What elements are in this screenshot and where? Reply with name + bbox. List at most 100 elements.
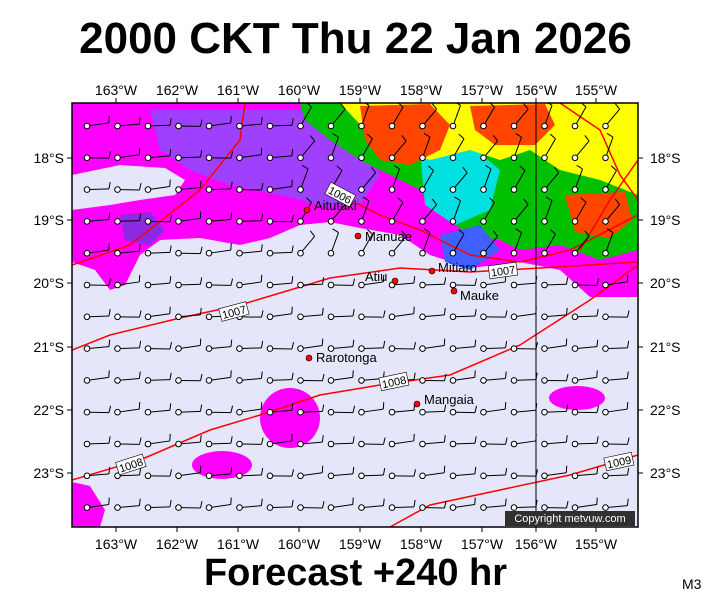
wind-barb — [327, 436, 355, 448]
wind-barb — [175, 150, 203, 162]
rain-blob-4 — [72, 482, 105, 527]
island-aitutaki — [303, 206, 311, 214]
wind-barb — [541, 404, 569, 416]
wind-barb — [175, 501, 203, 511]
wind-barb — [114, 468, 142, 480]
wind-barb — [571, 436, 599, 448]
wind-barb — [602, 437, 630, 448]
wind-barb — [83, 115, 110, 130]
place-label-mitiaro: Mitiaro — [438, 260, 477, 275]
wind-barb — [83, 370, 110, 384]
wind-barb — [114, 310, 142, 321]
wind-barb — [297, 164, 309, 193]
lat-label-right: 20°S — [650, 275, 681, 291]
lat-label-right: 19°S — [650, 212, 681, 228]
wind-barb — [510, 433, 537, 448]
wind-barb — [388, 135, 407, 162]
wind-barb — [510, 342, 539, 352]
wind-barb — [266, 306, 293, 321]
wind-barb — [297, 435, 324, 448]
wind-barb — [236, 498, 263, 511]
lat-label-right: 21°S — [650, 339, 681, 355]
wind-barb — [480, 197, 495, 225]
wind-barb — [114, 437, 142, 448]
wind-barb — [602, 133, 614, 162]
lat-label-left: 21°S — [33, 339, 64, 355]
wind-barb — [114, 274, 141, 289]
lat-label-right: 22°S — [650, 402, 681, 418]
wind-barb — [175, 277, 203, 289]
wind-barb — [449, 133, 465, 162]
wind-barb — [205, 405, 234, 416]
wind-barb — [144, 403, 172, 416]
wind-barb — [236, 117, 263, 130]
wind-barb — [144, 245, 172, 257]
wind-barb — [388, 164, 400, 193]
island-rarotonga — [305, 354, 313, 362]
wind-barb — [266, 276, 294, 289]
wind-barb — [83, 497, 110, 511]
wind-barb — [236, 244, 263, 257]
wind-barb — [358, 340, 386, 352]
wind-barb — [480, 230, 499, 257]
wind-barb — [419, 228, 431, 257]
wind-barb — [449, 436, 477, 448]
rain-region-cyan — [420, 145, 500, 225]
wind-barb — [358, 498, 385, 511]
lon-label-bottom: 155°W — [575, 536, 618, 552]
wind-barb — [602, 402, 629, 416]
wind-barb — [510, 228, 522, 257]
map-title: 2000 CKT Thu 22 Jan 2026 — [79, 14, 632, 63]
wind-barb — [388, 433, 415, 448]
wind-barb — [144, 276, 172, 289]
wind-barb — [510, 165, 526, 193]
wind-barb — [480, 371, 507, 384]
lon-label-top: 155°W — [575, 82, 618, 98]
isobar-label-1007-east: 1007 — [490, 264, 516, 279]
wind-barb — [144, 372, 172, 384]
wind-barb — [114, 498, 141, 511]
wind-barb — [144, 469, 173, 480]
wind-barb — [327, 405, 356, 416]
wind-barb — [571, 309, 599, 321]
wind-barb — [144, 499, 172, 511]
wind-barb — [602, 468, 630, 480]
model-code: M3 — [682, 576, 702, 592]
rain-region-blue — [440, 225, 500, 270]
wind-barb — [541, 166, 560, 193]
wind-barb — [205, 115, 232, 130]
wind-barb — [205, 181, 233, 193]
wind-barb — [114, 402, 141, 416]
wind-barb — [266, 499, 294, 511]
place-label-rarotonga: Rarotonga — [316, 350, 377, 365]
wind-barb — [236, 213, 264, 225]
wind-barb — [175, 404, 203, 416]
copyright-box — [505, 511, 635, 526]
wind-barb — [541, 435, 568, 448]
wind-barb — [602, 498, 629, 511]
wind-barb — [388, 499, 416, 511]
rain-blob-1 — [260, 388, 320, 448]
wind-barb — [510, 133, 522, 162]
wind-barb — [419, 373, 447, 384]
wind-barb — [571, 497, 598, 511]
wind-barb — [175, 211, 202, 225]
wind-barb — [236, 340, 264, 352]
wind-barb — [358, 310, 386, 321]
map-frame — [71, 102, 639, 528]
wind-barb — [419, 277, 447, 289]
wind-barb — [144, 179, 171, 193]
wind-barb — [327, 103, 346, 130]
wind-barb — [449, 196, 461, 225]
wind-barb — [449, 497, 476, 511]
lat-label-left: 22°S — [33, 402, 64, 418]
wind-barb — [205, 212, 233, 225]
lon-label-bottom: 161°W — [217, 536, 260, 552]
wind-barb — [236, 402, 263, 416]
lon-label-bottom: 159°W — [339, 536, 382, 552]
wind-barb — [83, 436, 111, 448]
wind-barb — [358, 229, 373, 257]
wind-barb — [297, 197, 312, 225]
wind-barb — [480, 164, 492, 193]
